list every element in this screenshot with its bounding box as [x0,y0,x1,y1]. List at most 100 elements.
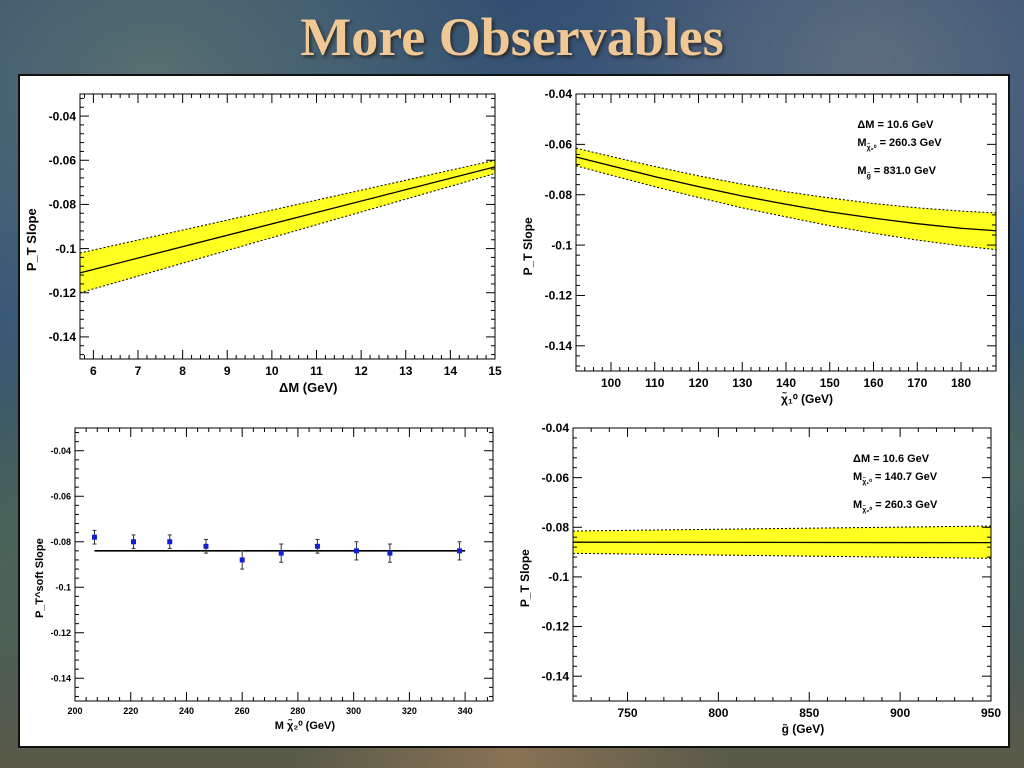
y-tick-label: -0.1 [551,238,572,252]
y-tick-label: -0.04 [545,87,573,101]
uncertainty-band [80,160,495,293]
y-tick-label: -0.1 [548,570,569,584]
chart-br: 750 800 850 900 950 -0.04 -0.06 -0.08 -0.1 -0.12 -… [518,421,1001,736]
band-edge-upper [576,147,996,214]
x-tick-label: 850 [799,706,819,720]
annotation-text: Mχ̃₂⁰ = 260.3 GeV [853,499,938,514]
x-tick-label: 160 [863,376,883,390]
annotation-text: Mχ̃₂⁰ = 260.3 GeV [857,137,942,152]
data-point [167,539,173,545]
y-axis-label: P_T Slope [24,208,39,271]
uncertainty-band [576,148,996,250]
plot-frame [572,427,992,702]
plots-canvas: 6 7 8 9 10 11 12 13 14 15-0.04-0.06-0.08-0.1-0.12… [24,87,1001,736]
x-tick-label: 110 [645,376,665,390]
y-tick-label: -0.12 [50,628,71,638]
x-axis-label: g̃ (GeV) [782,722,825,736]
y-tick-label: -0.04 [542,421,570,435]
band-edge-upper [80,159,495,254]
y-tick-label: -0.08 [50,537,71,547]
x-tick-label: 200 [67,706,82,716]
central-line [80,166,495,274]
y-tick-label: -0.06 [542,471,570,485]
x-tick-label: 9 [224,364,231,378]
x-tick-label: 12 [354,364,368,378]
x-axis-label: M χ̃₂⁰ (GeV) [275,719,336,732]
plot-area-tl [80,159,495,294]
x-axis-label: χ̃₁⁰ (GeV) [781,391,833,406]
y-tick-label: -0.08 [49,198,77,212]
data-point [92,534,98,540]
x-tick-label: 240 [179,706,194,716]
x-axis-label: ΔM (GeV) [279,380,337,395]
plots-panel: 6 7 8 9 10 11 12 13 14 15 -0.04 -0.06 -0.08 -0.1 -0.12… [18,74,1010,748]
x-tick-label: 280 [290,706,305,716]
x-tick-label: 260 [235,706,250,716]
x-tick-label: 900 [890,706,910,720]
x-tick-label: 180 [951,376,971,390]
data-point [457,548,463,554]
y-axis-label: P_T Slope [521,217,535,275]
chart-tr: 100 110 120 130 140 150 160 170 180 -0.04 -0.06 -0.… [521,87,997,406]
x-tick-label: 11 [310,364,323,378]
band-edge-lower [576,165,996,251]
x-tick-label: 6 [90,364,97,378]
x-tick-label: 150 [820,376,840,390]
x-tick-label: 15 [488,364,502,378]
y-tick-label: -0.12 [542,620,570,634]
annotation-text: ΔM = 10.6 GeV [853,453,930,465]
y-axis-label: P_T Slope [518,549,532,607]
data-point [387,550,393,556]
y-tick-label: -0.14 [545,339,573,353]
x-tick-label: 8 [179,364,186,378]
plot-area-bl [92,529,466,570]
y-tick-label: -0.14 [542,669,570,683]
plot-frame [74,427,494,702]
y-axis-label: P_T^soft Slope [34,538,46,618]
x-tick-label: 100 [601,376,621,390]
data-point [203,543,209,549]
x-tick-label: 300 [346,706,361,716]
annotation-text: Mχ̃₁⁰ = 140.7 GeV [853,471,938,486]
y-tick-label: -0.14 [50,673,71,683]
central-line [576,156,996,232]
x-tick-label: 800 [708,706,728,720]
x-tick-label: 140 [776,376,796,390]
plot-area-tr [576,147,996,251]
y-tick-label: -0.06 [50,491,71,501]
band-edge-upper [573,525,991,532]
data-point [353,548,359,554]
y-tick-label: -0.1 [55,582,71,592]
y-tick-label: -0.14 [49,330,77,344]
y-tick-label: -0.08 [542,520,570,534]
chart-tl: 6 7 8 9 10 11 12 13 14 15 -0.04 -0.06 -0.08 -0.1 -0.12… [24,93,502,395]
chart-bl: 200 220 240 260 280 300 320 340 -0.04 -0.06 -0.08 -… [34,427,494,732]
slide-title: More Observables [300,7,724,67]
x-tick-label: 340 [458,706,473,716]
x-tick-label: 750 [618,706,638,720]
data-point [314,543,320,549]
x-tick-label: 7 [135,364,142,378]
data-point [278,550,284,556]
y-tick-label: -0.12 [545,289,573,303]
plot-frame [79,93,496,360]
x-tick-label: 120 [688,376,708,390]
annotation-text: Mg̃ = 831.0 GeV [857,165,936,180]
data-point [131,539,137,545]
x-tick-label: 130 [732,376,752,390]
plot-area-br [573,525,991,559]
y-tick-label: -0.06 [49,153,77,167]
x-tick-label: 170 [907,376,927,390]
y-tick-label: -0.12 [49,286,77,300]
data-point [239,557,245,563]
y-tick-label: -0.08 [545,188,573,202]
x-tick-label: 13 [399,364,413,378]
x-tick-label: 220 [123,706,138,716]
y-tick-label: -0.04 [49,109,77,123]
annotation-text: ΔM = 10.6 GeV [857,119,934,131]
x-tick-label: 14 [444,364,458,378]
band-edge-lower [573,552,991,559]
x-tick-label: 10 [265,364,279,378]
y-tick-label: -0.06 [545,138,573,152]
y-tick-label: -0.1 [55,242,76,256]
